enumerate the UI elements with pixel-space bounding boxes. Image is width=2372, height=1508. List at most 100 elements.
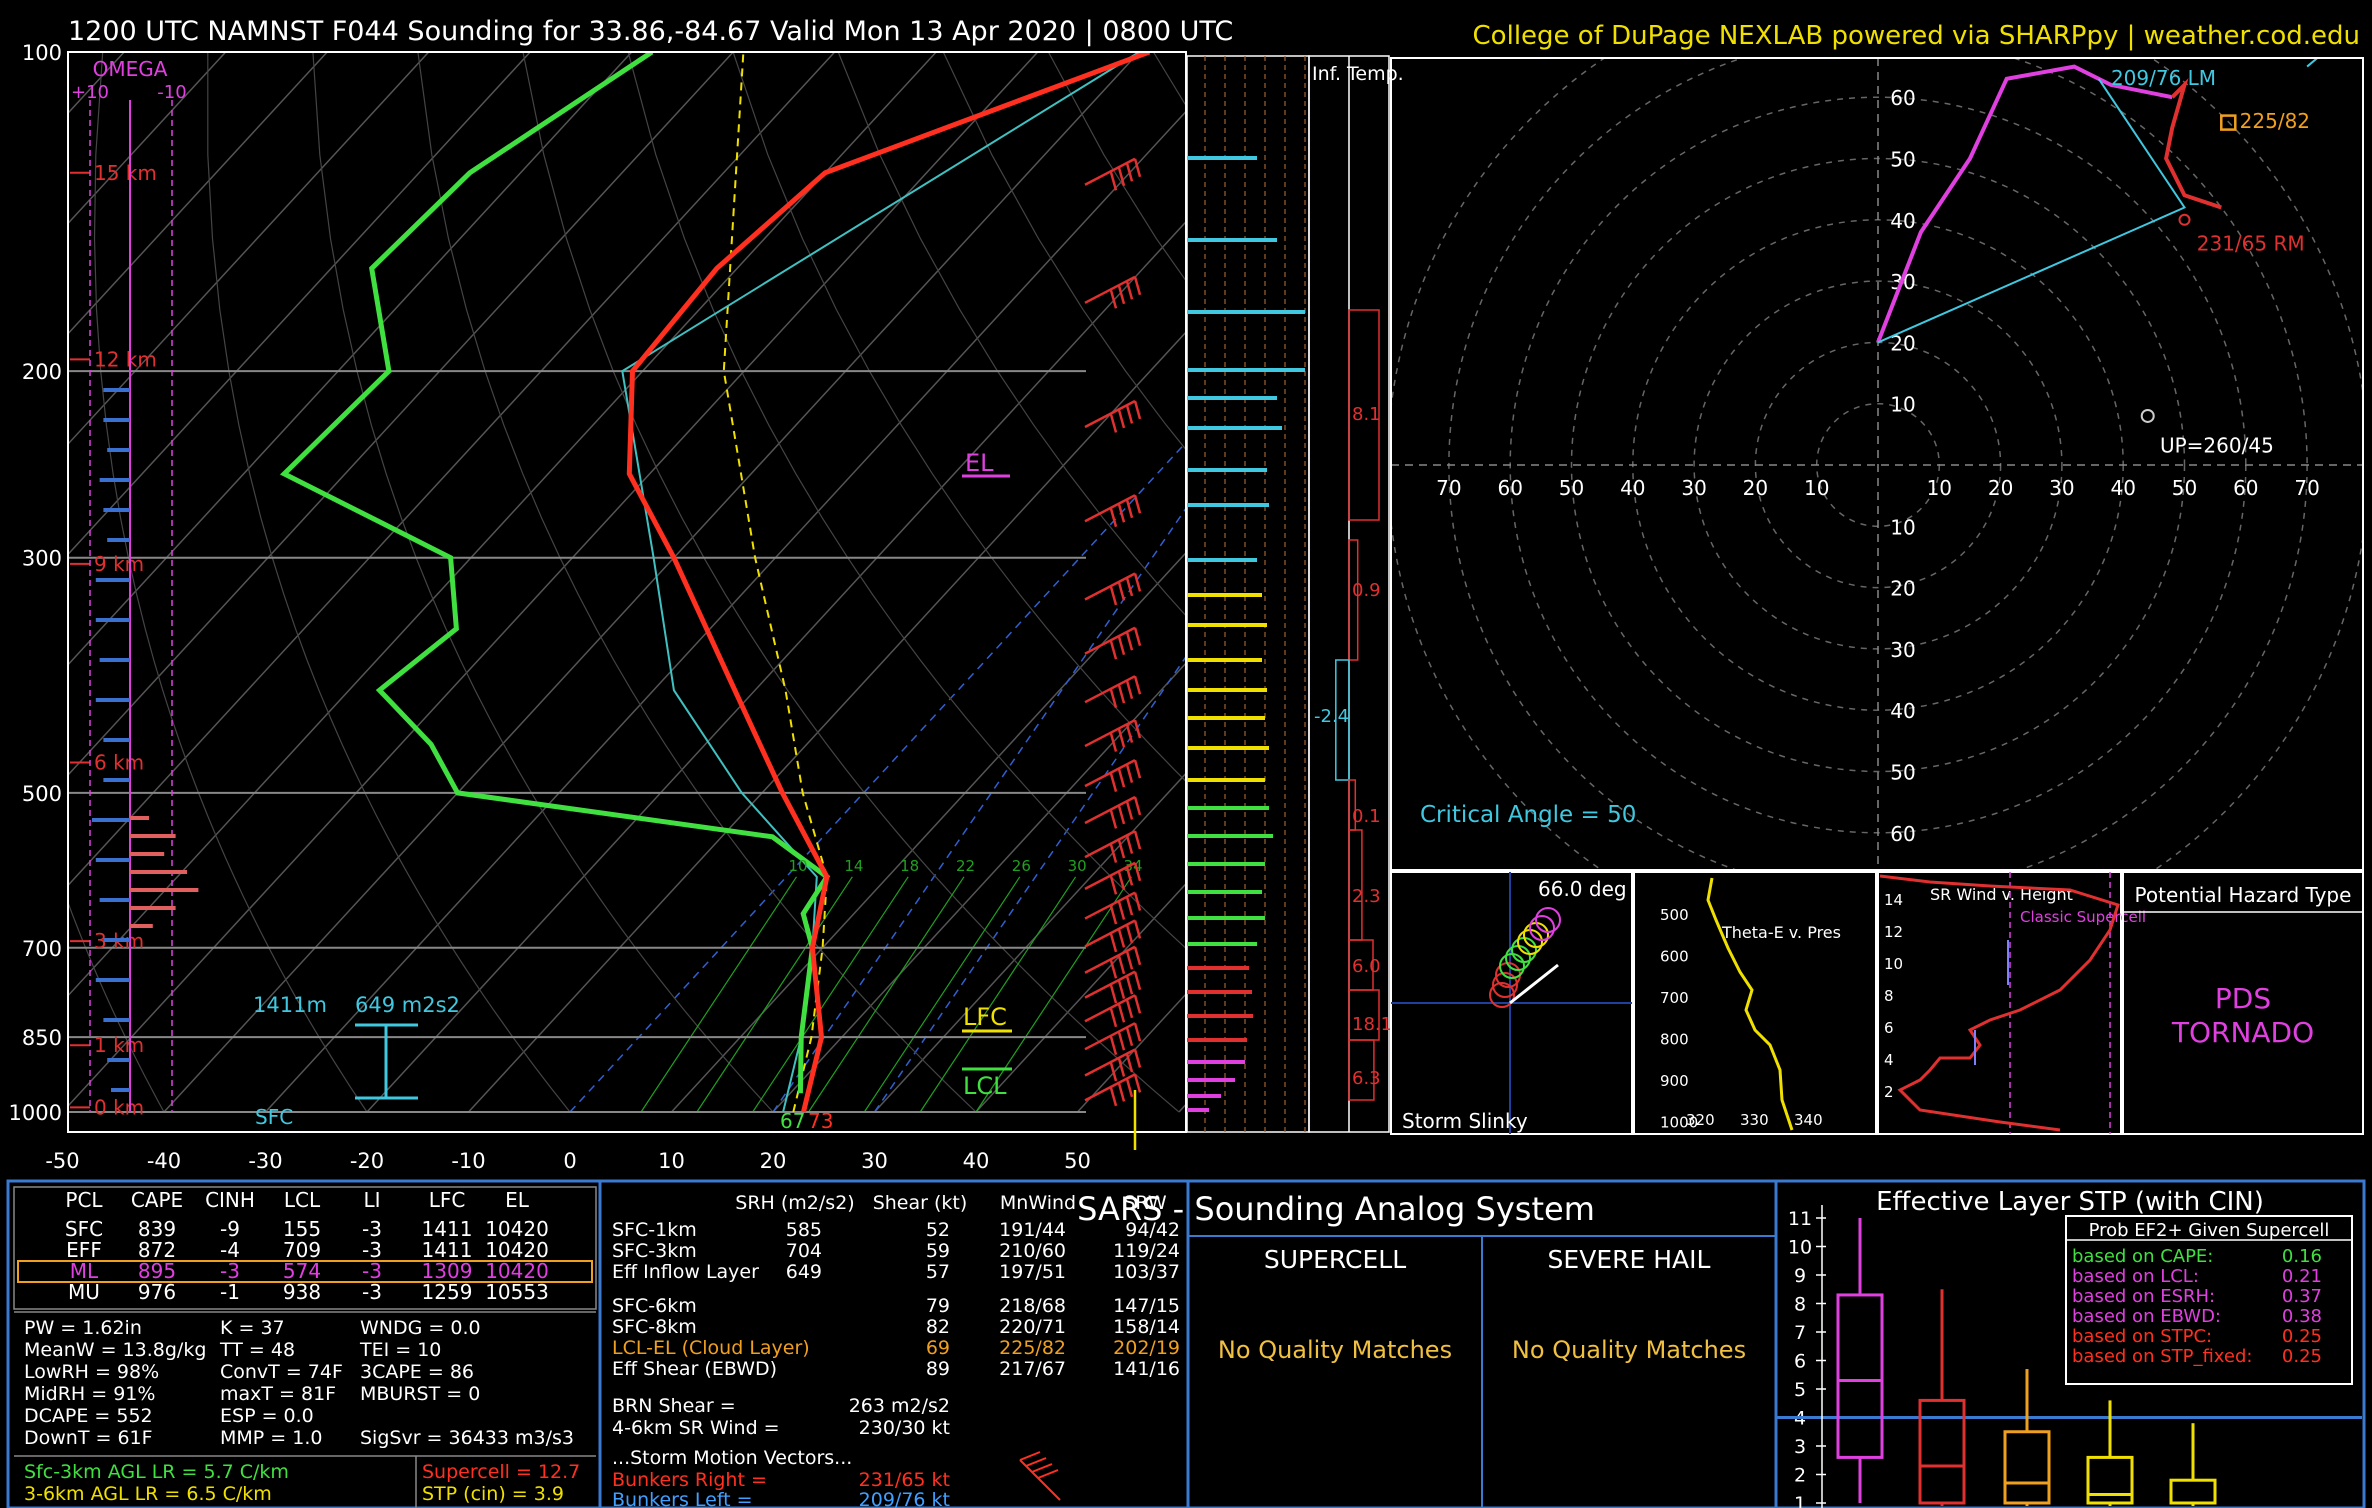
- parcel-cell: 709: [283, 1238, 321, 1262]
- kin-cell: 197/51: [999, 1261, 1066, 1283]
- hodo-axis-label: 30: [2049, 476, 2074, 500]
- wind-speed-bars: [1186, 55, 1310, 1133]
- lapse-rate-0-3: Sfc-3km AGL LR = 5.7 C/km: [24, 1461, 289, 1483]
- thetae-x-tick: 340: [1794, 1111, 1823, 1129]
- index-value: DCAPE = 552: [24, 1405, 153, 1427]
- stp-legend-value: 0.16: [2282, 1246, 2322, 1267]
- kin-row-label: SFC-8km: [612, 1316, 697, 1338]
- parcel-cell: MU: [68, 1280, 100, 1304]
- stp-box: [1836, 1218, 1884, 1503]
- stp-legend-value: 0.37: [2282, 1286, 2322, 1307]
- hodo-axis-label: 50: [1890, 761, 1915, 785]
- stp-legend-label: based on STPC:: [2072, 1326, 2212, 1347]
- height-label: 1 km: [94, 1033, 144, 1057]
- srwind-profile: [1879, 874, 2120, 1132]
- index-value: MBURST = 0: [360, 1383, 480, 1405]
- kin-row-label: Eff Shear (EBWD): [612, 1358, 777, 1380]
- stp-legend-label: based on STP_fixed:: [2072, 1346, 2252, 1367]
- srwind-y-tick: 12: [1884, 923, 1903, 941]
- kin-cell: 649: [786, 1261, 822, 1283]
- parcel-trace: [722, 52, 828, 1113]
- temp-tick-label: 10: [658, 1149, 685, 1173]
- brn-shear-value: 263 m2/s2: [849, 1395, 950, 1417]
- hodo-bunkers-lines: [1877, 78, 2186, 344]
- index-value: LowRH = 98%: [24, 1361, 159, 1383]
- inftemp-bar: [1348, 539, 1359, 661]
- stp-legend-box: [2065, 1215, 2353, 1385]
- stp-y-tick: 3: [1794, 1436, 1806, 1458]
- wind-barb: [1084, 1022, 1142, 1056]
- kin-cell: 704: [786, 1240, 822, 1262]
- hodograph-panel: 1010101020202020303030304040404050505050…: [1390, 57, 2364, 871]
- omega-title: OMEGA: [93, 57, 168, 81]
- parcel-cell: 938: [283, 1280, 321, 1304]
- parcel-cell: 10553: [485, 1280, 549, 1304]
- parcel-cell: 1259: [422, 1280, 473, 1304]
- kin-cell: 69: [926, 1337, 950, 1359]
- kin-cell: 94/42: [1125, 1219, 1180, 1241]
- hodo-axis-label: 50: [1890, 148, 1915, 172]
- mixing-ratio-label: 34: [1123, 857, 1142, 875]
- kin-cell: 52: [926, 1219, 950, 1241]
- kin-cell: 147/15: [1113, 1295, 1180, 1317]
- slinky-circle: [1535, 907, 1561, 933]
- mixing-ratio-line: [696, 876, 853, 1113]
- lapse-rate-3-6: 3-6km AGL LR = 6.5 C/km: [24, 1483, 272, 1505]
- hodo-rm-marker: [2178, 213, 2191, 226]
- stp-cin: STP (cin) = 3.9: [422, 1483, 564, 1505]
- hodo-axis-label: 60: [1497, 476, 1522, 500]
- hodo-axis-label: 70: [1436, 476, 1461, 500]
- inftemp-bar: [1335, 659, 1350, 781]
- kin-cell: 191/44: [999, 1219, 1066, 1241]
- pressure-tick-label: 1000: [9, 1101, 62, 1125]
- kin-cell: 79: [926, 1295, 950, 1317]
- hodo-axis-label: 10: [1927, 476, 1952, 500]
- hodo-trace-mid: [2164, 78, 2222, 210]
- hodo-axis-label: 50: [1559, 476, 1584, 500]
- sars-panel: SARS - Sounding Analog System SUPERCELL …: [1077, 1190, 1776, 1508]
- kin-cell: 220/71: [999, 1316, 1066, 1338]
- index-value: WNDG = 0.0: [360, 1317, 481, 1339]
- hodo-up-label: UP=260/45: [2160, 434, 2274, 458]
- slinky-circle: [1492, 972, 1518, 998]
- hodo-trace-low: [1876, 64, 2173, 344]
- bunkers-left-label: Bunkers Left =: [612, 1489, 753, 1508]
- stp-y-tick: 5: [1794, 1379, 1806, 1401]
- thetae-title: Theta-E v. Pres: [1721, 923, 1841, 942]
- kin-row-label: LCL-EL (Cloud Layer): [612, 1337, 810, 1359]
- isotherm: [68, 52, 1039, 1108]
- wind-barb: [1084, 1048, 1142, 1082]
- kin-cell: 202/19: [1113, 1337, 1180, 1359]
- thetae-x-tick: 320: [1686, 1111, 1715, 1129]
- parcel-cell: 10420: [485, 1259, 549, 1283]
- stp-y-tick: 6: [1794, 1351, 1806, 1373]
- hazard-value-line1: PDS: [2215, 982, 2271, 1015]
- srwind-y-tick: 8: [1884, 987, 1894, 1005]
- kin-header: SRH (m2/s2): [735, 1192, 854, 1214]
- thetae-y-tick: 900: [1660, 1072, 1689, 1090]
- kin-cell: 210/60: [999, 1240, 1066, 1262]
- kin-cell: 103/37: [1113, 1261, 1180, 1283]
- wind-barb: [1084, 718, 1142, 752]
- parcel-table-frame: [13, 1186, 597, 1310]
- hodo-lm-label: 209/76 LM: [2111, 66, 2216, 90]
- skewt-panel: 10 14 18 22 26 30 341002003005007008501000-50-…: [9, 41, 1187, 1173]
- wind-barb: [1084, 626, 1142, 660]
- parcel-cell: 10420: [485, 1238, 549, 1262]
- kin-row-label: Eff Inflow Layer: [612, 1261, 759, 1283]
- mixing-ratio-label: 26: [1012, 857, 1031, 875]
- kin-header: SRW: [1123, 1192, 1166, 1214]
- srwind-46-label: 4-6km SR Wind =: [612, 1417, 780, 1439]
- kin-cell: 217/67: [999, 1358, 1066, 1380]
- temp-tick-label: -20: [350, 1149, 384, 1173]
- kin-row-label: SFC-6km: [612, 1295, 697, 1317]
- hazard-frame: [2122, 871, 2364, 1135]
- dry-adiabat: [837, 52, 1186, 617]
- surface-temp-label: 73: [808, 1109, 833, 1133]
- index-value: ConvT = 74F: [220, 1361, 343, 1383]
- isotherm: [68, 52, 633, 666]
- isotherm: [68, 52, 937, 997]
- slinky-vector: [1509, 963, 1559, 1005]
- mixing-ratio-line: [919, 876, 1077, 1113]
- isotherm: [68, 52, 430, 446]
